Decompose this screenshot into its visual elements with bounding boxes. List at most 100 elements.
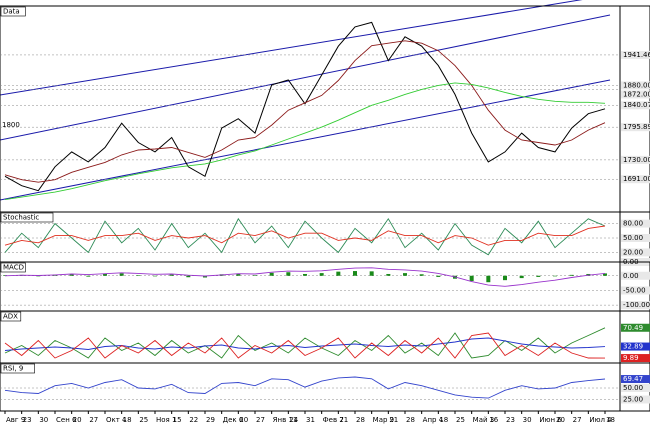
histogram-bar (503, 275, 507, 281)
trend-channel (0, 14, 611, 141)
panel-title: MACD (3, 264, 24, 272)
y-tick-label: 0.00 (623, 272, 639, 280)
panel-title-box (0, 6, 26, 17)
histogram-bar (69, 274, 74, 276)
histogram-bar (403, 273, 407, 276)
y-tick-badge (621, 234, 650, 242)
histogram-bar (569, 274, 574, 276)
x-tick-label: Ноя 1 (156, 416, 176, 424)
x-tick-label: Май 3 (473, 416, 495, 424)
x-tick-label: 18 (439, 416, 448, 424)
histogram-bar (369, 271, 374, 276)
y-tick-label: 1840.07 (623, 101, 650, 109)
x-tick-label: Окт 4 (106, 416, 127, 424)
y-tick-label: 1795.89 (623, 123, 650, 131)
x-tick-label: Янв 11 (273, 416, 298, 424)
histogram-bar (203, 275, 207, 278)
series-line (4, 327, 606, 359)
x-tick-label: Фев 7 (323, 416, 344, 424)
y-tick-label: 20.00 (623, 248, 643, 256)
histogram-bar (103, 273, 107, 276)
x-tick-label: 30 (523, 416, 532, 424)
x-tick-label: Сен 6 (56, 416, 77, 424)
x-tick-label: 31 (306, 416, 315, 424)
panel-title: Data (3, 8, 20, 16)
histogram-bar (603, 273, 607, 276)
y-tick-label: 50.00 (623, 384, 643, 392)
y-tick-label: 1730.00 (623, 156, 650, 164)
histogram-bar (319, 273, 324, 276)
x-tick-label: 23 (23, 416, 32, 424)
last-value-badge (621, 375, 650, 384)
series-line (4, 267, 606, 287)
y-tick-badge (621, 248, 650, 257)
x-tick-label: 22 (189, 416, 198, 424)
x-tick-label: 20 (73, 416, 82, 424)
y-tick-badge (621, 301, 650, 310)
last-value-badge (621, 323, 650, 332)
series-line (4, 376, 606, 399)
histogram-bar (486, 275, 491, 283)
x-tick-label: 28 (406, 416, 415, 424)
histogram-bar (36, 275, 41, 277)
histogram-bar (303, 273, 307, 276)
x-tick-label: 18 (123, 416, 132, 424)
series-line (4, 225, 606, 246)
y-tick-label: -50.00 (623, 286, 646, 294)
panel-title-box (0, 311, 22, 322)
y-tick-badge (621, 81, 650, 90)
histogram-bar (469, 275, 474, 282)
panel-title-box (0, 363, 35, 374)
y-tick-label: 1880.00 (623, 81, 650, 89)
last-value-label: 69.47 (623, 375, 643, 383)
x-tick-label: 21 (339, 416, 348, 424)
y-tick-label: 1872.00 (623, 90, 650, 98)
histogram-bar (169, 274, 174, 276)
y-tick-label: 1691.00 (623, 175, 650, 183)
y-tick-label: 80.00 (623, 220, 643, 228)
trend-channel (0, 79, 611, 201)
x-tick-label: 27 (89, 416, 98, 424)
panel-title-box (0, 212, 54, 223)
histogram-bar (353, 271, 357, 276)
x-tick-label: 24 (289, 416, 298, 424)
histogram-bar (269, 272, 274, 276)
y-tick-label: 1941.46 (623, 51, 650, 59)
last-value-label: 9.89 (623, 354, 639, 362)
y-tick-badge (621, 101, 650, 110)
series-line (4, 217, 606, 256)
last-value-label: 32.89 (623, 343, 643, 351)
histogram-bar (136, 275, 141, 276)
x-tick-label: 18 (606, 416, 615, 424)
x-tick-label: Авг 9 (6, 416, 25, 424)
left-tick-label: 1800 (2, 121, 20, 129)
x-tick-label: 21 (389, 416, 398, 424)
y-tick-badge (621, 123, 650, 132)
y-tick-badge (621, 395, 650, 404)
histogram-bar (253, 275, 257, 276)
x-tick-label: 16 (489, 416, 498, 424)
x-tick-label: 30 (39, 416, 48, 424)
x-tick-label: Апр 4 (423, 416, 444, 424)
histogram-bar (536, 275, 541, 277)
x-tick-label: 27 (573, 416, 582, 424)
series-line (4, 82, 606, 201)
series-line (4, 40, 606, 183)
histogram-bar (186, 275, 191, 278)
y-tick-badge (621, 90, 650, 99)
last-value-badge (621, 342, 650, 351)
histogram-bar (553, 275, 557, 277)
x-tick-label: 28 (356, 416, 365, 424)
x-tick-label: Июл 4 (589, 416, 612, 424)
panel-title: Stochastic (3, 214, 39, 222)
histogram-bar (119, 273, 124, 276)
x-tick-label: 23 (506, 416, 515, 424)
panel-title-box (0, 262, 26, 273)
histogram-bar (419, 274, 424, 276)
x-tick-label: Дек 6 (223, 416, 244, 424)
x-tick-label: 25 (456, 416, 465, 424)
y-tick-badge (621, 286, 650, 295)
histogram-bar (86, 275, 91, 277)
y-tick-badge (621, 50, 650, 59)
